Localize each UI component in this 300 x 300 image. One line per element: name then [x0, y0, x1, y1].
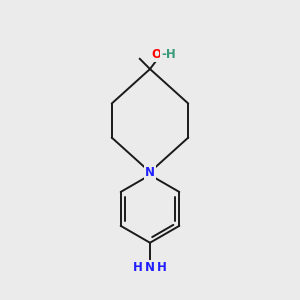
Text: H: H	[157, 261, 167, 274]
Text: N: N	[145, 261, 155, 274]
Text: -H: -H	[161, 48, 176, 61]
Text: H: H	[133, 261, 143, 274]
Text: N: N	[145, 166, 155, 178]
Text: O: O	[151, 48, 161, 61]
